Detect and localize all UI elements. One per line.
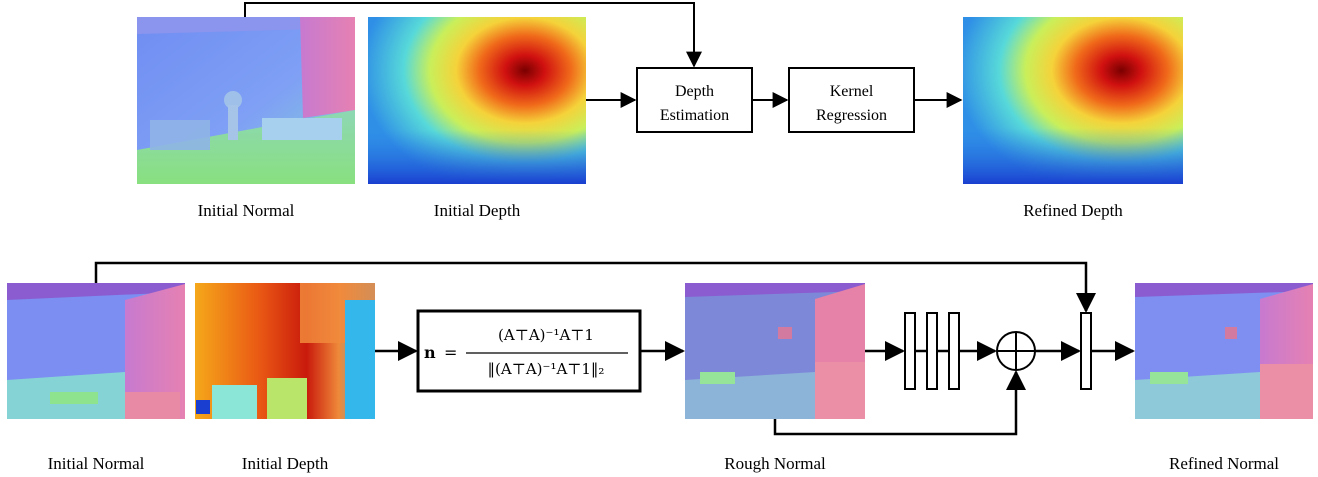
formula-box [416,309,642,393]
kernel-regression-label-line2: Regression [816,107,887,124]
bottom-initial-normal-image [7,283,185,419]
top-initial-normal-image [137,17,355,184]
caption-bottom-initial-normal: Initial Normal [48,454,145,473]
formula-denominator: ‖(A⊤A)⁻¹A⊤1‖₂ [488,360,605,378]
caption-bottom-initial-depth: Initial Depth [242,454,329,473]
top-skip-arrow [244,2,702,68]
conv-layer-3 [948,312,960,390]
caption-rough-normal: Rough Normal [724,454,826,473]
depth-estimation-box [636,67,753,133]
refined-normal-image [1135,283,1313,419]
residual-arrow [773,370,1026,436]
conv-layer-1 [904,312,916,390]
formula-equals: = [444,343,457,362]
concat-layer [1080,312,1092,390]
kernel-regression-label-line1: Kernel [830,83,874,100]
refined-depth-image [963,17,1183,184]
caption-refined-normal: Refined Normal [1169,454,1279,473]
top-initial-depth-image [368,17,586,184]
kernel-regression-box [788,67,915,133]
depth-estimation-label-line1: Depth [675,83,714,100]
depth-estimation-label-line2: Estimation [660,107,729,124]
conv-layer-2 [926,312,938,390]
rough-normal-image [685,283,865,419]
bottom-initial-depth-image [195,283,375,419]
caption-refined-depth: Refined Depth [1023,201,1123,220]
caption-top-initial-depth: Initial Depth [434,201,521,220]
sum-node [996,331,1036,371]
formula-lhs: n [424,343,436,362]
formula-numerator: (A⊤A)⁻¹A⊤1 [498,326,594,344]
bottom-skip-arrow [94,261,1096,313]
caption-top-initial-normal: Initial Normal [198,201,295,220]
